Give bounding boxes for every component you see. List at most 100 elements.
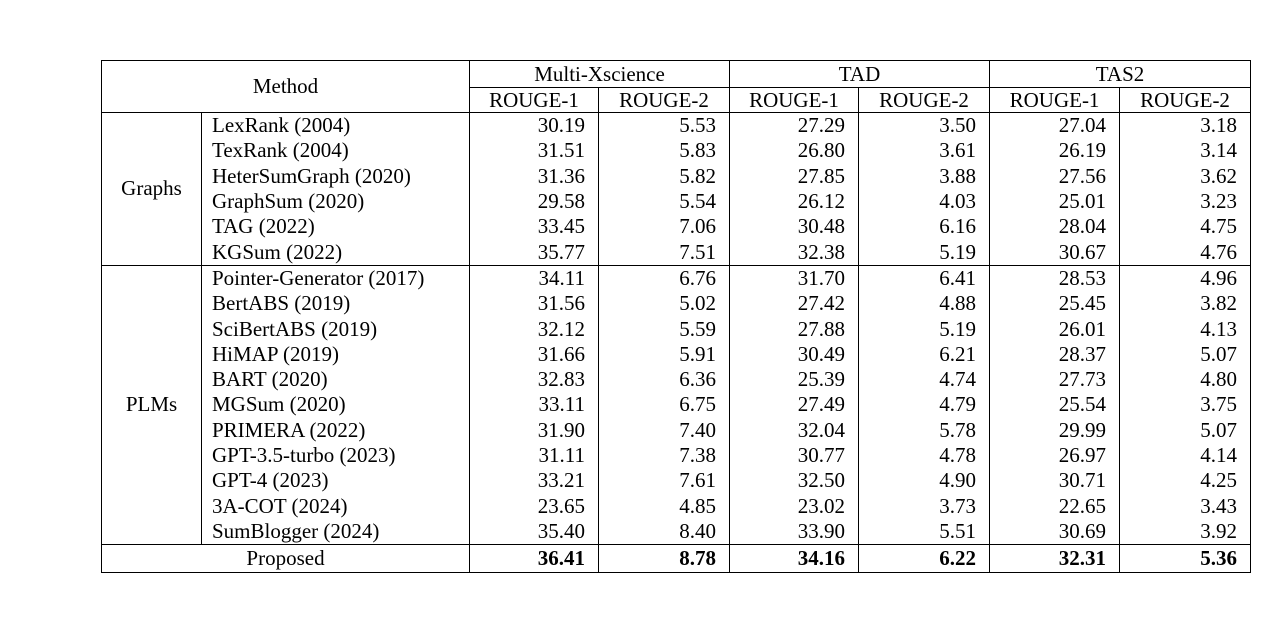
value-cell: 3.92 (1119, 518, 1252, 546)
value-cell: 29.99 (989, 417, 1121, 443)
value-cell: 4.90 (858, 468, 991, 494)
value-cell: 27.56 (989, 163, 1121, 189)
value-cell: 33.90 (729, 518, 860, 546)
value-cell: 5.83 (598, 138, 731, 164)
method-name: Pointer-Generator (2017) (201, 265, 471, 292)
value-cell: 3.43 (1119, 493, 1252, 519)
value-cell: 8.78 (598, 544, 731, 574)
value-cell: 6.75 (598, 392, 731, 418)
table-row: Graphs LexRank (2004) 30.19 5.53 27.29 3.50 27… (101, 112, 1252, 266)
value-cell: 5.82 (598, 163, 731, 189)
value-cell: 27.85 (729, 163, 860, 189)
method-name: GraphSum (2020) (201, 188, 471, 215)
value-cell: 4.88 (858, 291, 991, 317)
value-cell: 5.78 (858, 417, 991, 443)
metric-header: ROUGE-2 (598, 87, 731, 113)
value-cell: 5.07 (1119, 417, 1252, 443)
value-cell: 26.19 (989, 138, 1121, 164)
value-cell: 3.50 (858, 112, 991, 139)
table-row: GraphSum (2020) 29.58 5.54 26.12 4.03 25.01 3.… (102, 188, 1252, 215)
value-cell: 27.29 (729, 112, 860, 139)
method-name: GPT-4 (2023) (201, 468, 471, 494)
value-cell: 4.85 (598, 493, 731, 519)
group-label: PLMs (101, 265, 202, 546)
group-label: Graphs (101, 112, 202, 266)
table-row: GPT-4 (2023) 33.21 7.61 32.50 4.90 30.71 4.25 (102, 468, 1252, 494)
dataset-header-tas2: TAS2 (989, 60, 1252, 88)
value-cell: 3.61 (858, 138, 991, 164)
method-name: BART (2020) (201, 366, 471, 393)
value-cell: 27.73 (989, 366, 1121, 393)
value-cell: 3.88 (858, 163, 991, 189)
value-cell: 22.65 (989, 493, 1121, 519)
value-cell: 5.53 (598, 112, 731, 139)
value-cell: 3.75 (1119, 392, 1252, 418)
value-cell: 27.04 (989, 112, 1121, 139)
table-row: SumBlogger (2024) 35.40 8.40 33.90 5.51 30.69… (102, 518, 1252, 546)
method-name: SumBlogger (2024) (201, 518, 471, 546)
method-name: 3A-COT (2024) (201, 493, 471, 519)
results-table: Method Multi-Xscience TAD TAS2 ROUGE-1 R… (100, 60, 1252, 574)
value-cell: 28.37 (989, 341, 1121, 367)
method-name: TexRank (2004) (201, 138, 471, 164)
value-cell: 25.39 (729, 366, 860, 393)
table-row: PLMs Pointer-Generator (2017) 34.11 6.76 31.… (101, 265, 1252, 546)
table-row: BertABS (2019) 31.56 5.02 27.42 4.88 25.45 3.8… (102, 291, 1252, 317)
value-cell: 31.90 (469, 417, 600, 443)
value-cell: 31.51 (469, 138, 600, 164)
value-cell: 4.75 (1119, 214, 1252, 240)
value-cell: 4.13 (1119, 316, 1252, 342)
value-cell: 5.19 (858, 316, 991, 342)
method-name: SciBertABS (2019) (201, 316, 471, 342)
value-cell: 25.45 (989, 291, 1121, 317)
value-cell: 7.61 (598, 468, 731, 494)
table-row: HiMAP (2019) 31.66 5.91 30.49 6.21 28.37 5.07 (102, 341, 1252, 367)
value-cell: 6.76 (598, 265, 731, 292)
method-name: PRIMERA (2022) (201, 417, 471, 443)
value-cell: 31.56 (469, 291, 600, 317)
value-cell: 5.51 (858, 518, 991, 546)
value-cell: 31.70 (729, 265, 860, 292)
value-cell: 6.22 (858, 544, 991, 574)
value-cell: 5.54 (598, 188, 731, 215)
value-cell: 5.59 (598, 316, 731, 342)
table-row: MGSum (2020) 33.11 6.75 27.49 4.79 25.54 3.75 (102, 392, 1252, 418)
dataset-header-tad: TAD (729, 60, 991, 88)
value-cell: 36.41 (469, 544, 600, 574)
metric-header: ROUGE-2 (858, 87, 991, 113)
value-cell: 23.02 (729, 493, 860, 519)
value-cell: 23.65 (469, 493, 600, 519)
value-cell: 28.53 (989, 265, 1121, 292)
value-cell: 30.49 (729, 341, 860, 367)
table-body: Graphs LexRank (2004) 30.19 5.53 27.29 3.50 27… (101, 112, 1252, 546)
value-cell: 32.04 (729, 417, 860, 443)
metric-header: ROUGE-1 (989, 87, 1121, 113)
value-cell: 30.69 (989, 518, 1121, 546)
table-row: BART (2020) 32.83 6.36 25.39 4.74 27.73 4.80 (102, 366, 1252, 393)
table-row: TexRank (2004) 31.51 5.83 26.80 3.61 26.19 3.1… (102, 138, 1252, 164)
value-cell: 7.51 (598, 239, 731, 266)
value-cell: 6.21 (858, 341, 991, 367)
method-header: Method (100, 60, 471, 113)
proposed-row: Proposed 36.41 8.78 34.16 6.22 32.31 5.3… (100, 544, 1252, 574)
table-row: 3A-COT (2024) 23.65 4.85 23.02 3.73 22.65 3.43 (102, 493, 1252, 519)
value-cell: 30.67 (989, 239, 1121, 266)
value-cell: 26.97 (989, 442, 1121, 469)
metric-header: ROUGE-1 (729, 87, 860, 113)
value-cell: 7.06 (598, 214, 731, 240)
value-cell: 4.76 (1119, 239, 1252, 266)
value-cell: 3.73 (858, 493, 991, 519)
method-name: TAG (2022) (201, 214, 471, 240)
value-cell: 4.25 (1119, 468, 1252, 494)
method-name: GPT-3.5-turbo (2023) (201, 442, 471, 469)
value-cell: 33.11 (469, 392, 600, 418)
value-cell: 26.12 (729, 188, 860, 215)
value-cell: 5.91 (598, 341, 731, 367)
value-cell: 33.45 (469, 214, 600, 240)
value-cell: 4.79 (858, 392, 991, 418)
value-cell: 31.66 (469, 341, 600, 367)
value-cell: 34.11 (469, 265, 600, 292)
value-cell: 4.80 (1119, 366, 1252, 393)
value-cell: 4.74 (858, 366, 991, 393)
value-cell: 26.01 (989, 316, 1121, 342)
